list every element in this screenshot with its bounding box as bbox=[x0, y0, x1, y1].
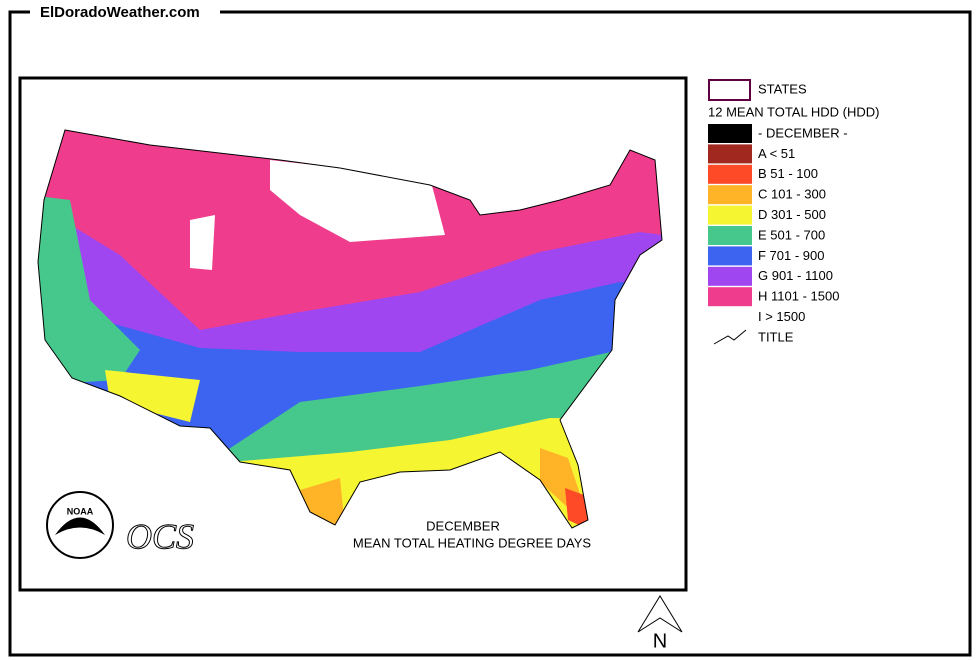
legend-swatch bbox=[708, 124, 752, 143]
legend-label: G 901 - 1100 bbox=[758, 268, 833, 283]
map-subtitle: MEAN TOTAL HEATING DEGREE DAYS bbox=[353, 535, 591, 550]
legend-swatch bbox=[708, 307, 752, 327]
legend-label: - DECEMBER - bbox=[758, 125, 848, 140]
legend-label: D 301 - 500 bbox=[758, 207, 826, 222]
legend-swatch bbox=[708, 287, 752, 307]
map-title: DECEMBER bbox=[426, 518, 500, 533]
legend-label: A < 51 bbox=[758, 146, 795, 161]
legend-label: B 51 - 100 bbox=[758, 166, 818, 181]
hdd-zone-i bbox=[270, 160, 445, 242]
compass-label: N bbox=[653, 630, 667, 652]
legend-swatch bbox=[708, 185, 752, 205]
legend: - DECEMBER - A < 51 B 51 - 100 C 101 - 300 D… bbox=[708, 124, 848, 344]
legend-label: F 701 - 900 bbox=[758, 248, 825, 263]
legend-heading: 12 MEAN TOTAL HDD (HDD) bbox=[708, 104, 879, 119]
hdd-zone-e bbox=[38, 195, 140, 385]
legend-label: STATES bbox=[758, 81, 807, 96]
page-frame bbox=[8, 10, 972, 657]
compass bbox=[637, 595, 683, 633]
legend-label: E 501 - 700 bbox=[758, 227, 825, 242]
us-outline bbox=[37, 129, 663, 529]
site-title: ElDoradoWeather.com bbox=[40, 4, 200, 21]
legend-label: I > 1500 bbox=[758, 309, 805, 324]
legend-swatch bbox=[708, 226, 752, 245]
legend-line-icon bbox=[713, 329, 747, 345]
legend-label: TITLE bbox=[758, 329, 794, 344]
legend-label: C 101 - 300 bbox=[758, 187, 826, 202]
noaa-bird bbox=[55, 517, 105, 535]
legend-label: H 1101 - 1500 bbox=[758, 289, 839, 304]
legend-swatch bbox=[708, 79, 751, 101]
legend-swatch bbox=[708, 205, 752, 225]
noaa-text: NOAA bbox=[67, 506, 94, 516]
ocs-logo: OCS bbox=[126, 516, 194, 556]
hdd-zone-i bbox=[190, 215, 215, 270]
legend-swatch bbox=[708, 246, 752, 266]
legend-swatch bbox=[708, 164, 752, 184]
header-bg bbox=[30, 3, 220, 23]
legend-swatch bbox=[708, 266, 752, 286]
hdd-zone-d bbox=[105, 370, 200, 422]
legend-swatch bbox=[708, 144, 752, 164]
